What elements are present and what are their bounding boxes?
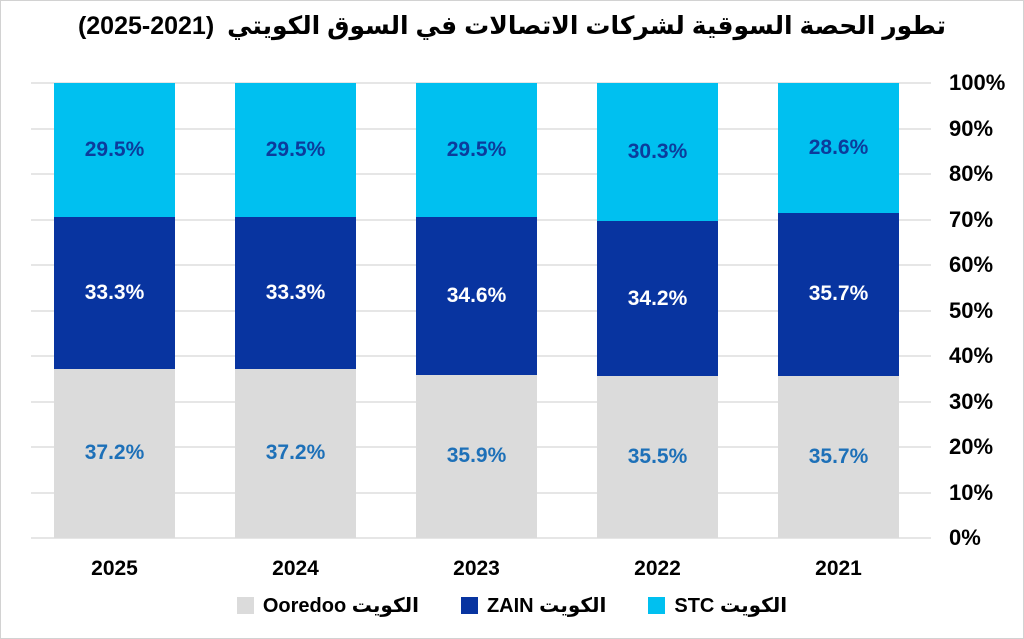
gridline-100 bbox=[31, 82, 931, 84]
segment-stc-2025: 29.5% bbox=[54, 83, 175, 218]
segment-ooredoo-2022: 35.5% bbox=[597, 376, 718, 538]
y-axis-label-80: 80% bbox=[949, 161, 994, 186]
segment-value-label: 33.3% bbox=[84, 281, 145, 304]
segment-value-label: 37.2% bbox=[265, 441, 326, 465]
x-axis-label-2025: 2025 bbox=[91, 557, 138, 580]
bar-2023: 35.9% 34.6% 29.5% bbox=[416, 83, 537, 538]
legend-item-stc: STC الكويت bbox=[648, 593, 787, 618]
x-axis-label-2022: 2022 bbox=[634, 557, 681, 580]
x-axis-label-2024: 2024 bbox=[272, 557, 319, 580]
chart-title: تطور الحصة السوقية لشركات الاتصالات في ا… bbox=[1, 11, 1023, 41]
y-axis-label-0: 0% bbox=[949, 525, 981, 550]
segment-stc-2022: 30.3% bbox=[597, 83, 718, 221]
segment-value-label: 28.6% bbox=[808, 136, 869, 160]
segment-zain-2024: 33.3% bbox=[235, 217, 356, 369]
segment-value-label: 33.3% bbox=[265, 281, 326, 304]
x-axis-label-2023: 2023 bbox=[453, 557, 500, 580]
legend-label-ooredoo: Ooredoo الكويت bbox=[262, 595, 419, 617]
legend-label-zain: ZAIN الكويت bbox=[486, 595, 607, 617]
segment-value-label: 35.7% bbox=[808, 444, 869, 468]
segment-stc-2021: 28.6% bbox=[778, 83, 899, 214]
segment-value-label: 29.5% bbox=[446, 138, 507, 162]
bar-2022: 35.5% 34.2% 30.3% bbox=[597, 83, 718, 538]
segment-ooredoo-2023: 35.9% bbox=[416, 374, 537, 538]
segment-ooredoo-2024: 37.2% bbox=[235, 368, 356, 538]
legend: Ooredoo الكويت ZAIN الكويت STC الكويت bbox=[1, 593, 1023, 618]
y-axis-label-90: 90% bbox=[949, 115, 994, 141]
segment-value-label: 29.5% bbox=[84, 138, 145, 162]
chart-title-years: (2025-2021) bbox=[77, 12, 215, 40]
y-axis-label-40: 40% bbox=[949, 343, 994, 368]
segment-stc-2024: 29.5% bbox=[235, 83, 356, 218]
segment-zain-2021: 35.7% bbox=[778, 213, 899, 376]
bar-2021: 35.7% 35.7% 28.6% bbox=[778, 83, 899, 538]
plot-area: 37.2% 33.3% 29.5% 37.2% 33.3% 29.5% 35.9% 34.6%… bbox=[31, 82, 931, 539]
chart-title-text: تطور الحصة السوقية لشركات الاتصالات في ا… bbox=[227, 12, 947, 40]
segment-value-label: 37.2% bbox=[84, 441, 145, 465]
segment-ooredoo-2021: 35.7% bbox=[778, 375, 899, 538]
segment-zain-2022: 34.2% bbox=[597, 220, 718, 377]
segment-value-label: 34.6% bbox=[446, 283, 507, 307]
legend-item-zain: ZAIN الكويت bbox=[460, 593, 607, 618]
segment-value-label: 34.2% bbox=[627, 286, 688, 310]
y-axis-label-20: 20% bbox=[949, 434, 994, 459]
segment-value-label: 30.3% bbox=[627, 139, 688, 163]
y-axis-label-60: 60% bbox=[949, 252, 994, 277]
legend-item-ooredoo: Ooredoo الكويت bbox=[236, 593, 419, 618]
y-axis-label-50: 50% bbox=[949, 297, 994, 323]
segment-zain-2023: 34.6% bbox=[416, 217, 537, 375]
segment-ooredoo-2025: 37.2% bbox=[54, 368, 175, 538]
x-axis-label-2021: 2021 bbox=[815, 557, 862, 580]
y-axis-label-70: 70% bbox=[949, 206, 994, 232]
legend-label-stc: STC الكويت bbox=[674, 595, 788, 617]
y-axis-label-10: 10% bbox=[949, 479, 994, 505]
ooredoo-swatch bbox=[236, 597, 254, 614]
segment-value-label: 35.9% bbox=[446, 444, 507, 468]
stc-swatch bbox=[648, 597, 666, 614]
bar-2025: 37.2% 33.3% 29.5% bbox=[54, 83, 175, 538]
bar-2024: 37.2% 33.3% 29.5% bbox=[235, 83, 356, 538]
gridline-0 bbox=[31, 537, 931, 539]
segment-value-label: 35.5% bbox=[627, 445, 688, 469]
y-axis-label-100: 100% bbox=[949, 70, 1006, 95]
segment-value-label: 29.5% bbox=[265, 138, 326, 162]
segment-stc-2023: 29.5% bbox=[416, 83, 537, 218]
segment-value-label: 35.7% bbox=[808, 282, 869, 306]
y-axis-label-30: 30% bbox=[949, 388, 994, 414]
segment-zain-2025: 33.3% bbox=[54, 217, 175, 369]
zain-swatch bbox=[460, 597, 478, 614]
